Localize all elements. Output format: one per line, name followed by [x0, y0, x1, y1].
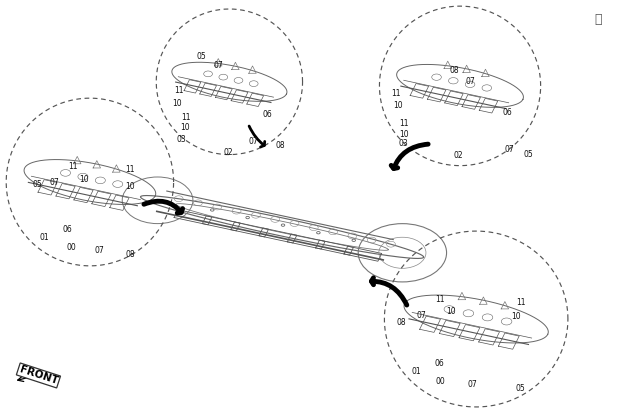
Text: 10: 10: [180, 123, 190, 132]
Text: 11: 11: [174, 86, 184, 95]
Text: 07: 07: [248, 137, 258, 146]
Text: 02: 02: [223, 148, 233, 157]
Text: 00: 00: [66, 243, 76, 252]
Text: 00: 00: [435, 377, 445, 386]
Text: 07: 07: [213, 61, 223, 70]
Text: 11: 11: [125, 165, 135, 174]
Text: 03: 03: [176, 135, 186, 144]
Text: 08: 08: [275, 141, 285, 150]
Text: Ⓦ: Ⓦ: [595, 13, 602, 26]
Text: 10: 10: [125, 182, 135, 191]
Text: 10: 10: [172, 99, 182, 108]
Text: 11: 11: [68, 162, 78, 171]
Text: 06: 06: [434, 359, 444, 368]
Text: 07: 07: [94, 246, 104, 255]
Text: 07: 07: [467, 380, 477, 389]
Text: 05: 05: [516, 384, 526, 393]
Text: 10: 10: [79, 175, 89, 184]
Text: 08: 08: [125, 250, 135, 259]
Text: 06: 06: [502, 108, 512, 117]
Text: 11: 11: [435, 295, 445, 304]
Text: 01: 01: [40, 233, 50, 242]
Text: 07: 07: [465, 77, 475, 86]
Text: 11: 11: [399, 119, 409, 128]
Text: 06: 06: [263, 110, 273, 119]
Text: 07: 07: [417, 311, 427, 320]
Text: FRONT: FRONT: [18, 364, 59, 387]
Text: 11: 11: [391, 89, 401, 98]
Text: 11: 11: [181, 113, 191, 122]
Text: 10: 10: [446, 307, 456, 316]
Text: 10: 10: [393, 101, 403, 110]
Text: 07: 07: [50, 178, 60, 187]
Text: 06: 06: [62, 225, 72, 234]
Text: 08: 08: [397, 318, 407, 327]
Text: 05: 05: [32, 180, 42, 189]
Text: 07: 07: [505, 145, 515, 154]
Text: 01: 01: [412, 367, 422, 376]
Text: 08: 08: [449, 66, 459, 75]
Text: 10: 10: [399, 130, 409, 139]
Text: 10: 10: [511, 312, 521, 321]
Text: 05: 05: [523, 150, 533, 159]
Text: 05: 05: [197, 52, 206, 61]
Text: 03: 03: [398, 139, 408, 148]
Text: 02: 02: [454, 151, 464, 160]
Text: 11: 11: [516, 298, 526, 307]
